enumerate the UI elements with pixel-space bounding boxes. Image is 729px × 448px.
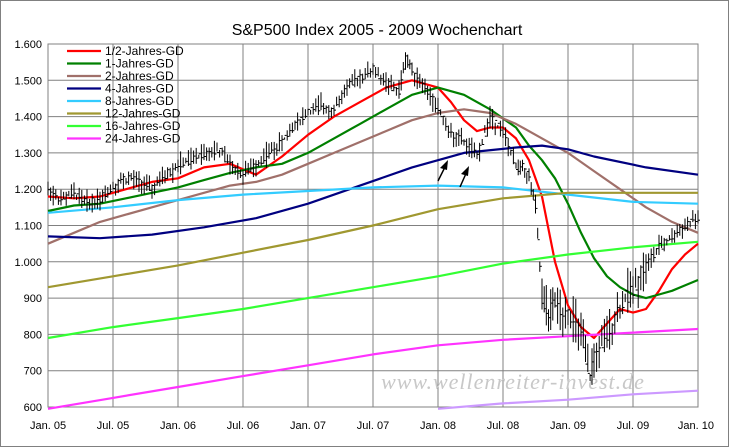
legend-label-2: 1-Jahres-GD	[105, 57, 174, 71]
y-tick-label: 1.200	[14, 184, 42, 196]
y-tick-label: 900	[24, 293, 42, 305]
x-tick-label: Jan. 08	[420, 420, 456, 432]
series-line-9	[437, 389, 699, 410]
x-tick-label: Jan. 10	[678, 420, 714, 432]
y-tick-label: 600	[24, 402, 42, 414]
arrow-2-head	[461, 166, 469, 176]
x-tick-label: Jan. 09	[550, 420, 586, 432]
grid-layer	[48, 44, 698, 407]
price-layer	[47, 52, 700, 385]
y-tick-label: 1.600	[14, 39, 42, 51]
x-tick-label: Jan. 06	[160, 420, 196, 432]
series-line-3	[47, 108, 699, 245]
legend-label-3: 2-Jahres-GD	[105, 69, 174, 83]
chart-title: S&P500 Index 2005 - 2009 Wochenchart	[232, 22, 523, 39]
arrow-1-head	[440, 160, 448, 170]
x-tick-label: Jul. 06	[227, 420, 259, 432]
y-axis-ticks: 1.600 1.500 1.400 1.300 1.200 1.100 1.000 900 80…	[14, 39, 42, 414]
y-tick-label: 1.300	[14, 148, 42, 160]
x-tick-label: Jul. 05	[97, 420, 129, 432]
series-line-7	[47, 240, 699, 340]
y-tick-label: 1.100	[14, 221, 42, 233]
y-tick-label: 1.000	[14, 257, 42, 269]
y-tick-label: 700	[24, 366, 42, 378]
x-tick-label: Jul. 07	[357, 420, 389, 432]
y-tick-label: 1.500	[14, 75, 42, 87]
series-line-5	[47, 184, 699, 214]
legend-label-6: 12-Jahres-GD	[105, 107, 181, 121]
y-tick-label: 1.400	[14, 112, 42, 124]
series-line-2	[47, 86, 699, 300]
y-tick-label: 800	[24, 329, 42, 341]
x-tick-label: Jul. 09	[617, 420, 649, 432]
series-line-4	[47, 144, 699, 240]
legend-label-4: 4-Jahres-GD	[105, 82, 174, 96]
legend: 1/2-Jahres-GD1-Jahres-GD2-Jahres-GD4-Jah…	[67, 44, 184, 146]
legend-label-7: 16-Jahres-GD	[105, 119, 181, 133]
series-line-6	[47, 191, 698, 289]
watermark: www.wellenreiter-invest.de	[381, 369, 645, 394]
x-axis-ticks: Jan. 05 Jul. 05 Jan. 06 Jul. 06 Jan. 07 Jul. …	[30, 420, 714, 432]
x-tick-label: Jan. 07	[290, 420, 326, 432]
arrow-annotations	[437, 160, 469, 188]
x-tick-label: Jan. 05	[30, 420, 66, 432]
x-tick-label: Jul. 08	[487, 420, 519, 432]
legend-label-8: 24-Jahres-GD	[105, 132, 181, 146]
series-line-8	[47, 327, 699, 410]
legend-label-5: 8-Jahres-GD	[105, 94, 174, 108]
legend-label-1: 1/2-Jahres-GD	[105, 44, 184, 58]
